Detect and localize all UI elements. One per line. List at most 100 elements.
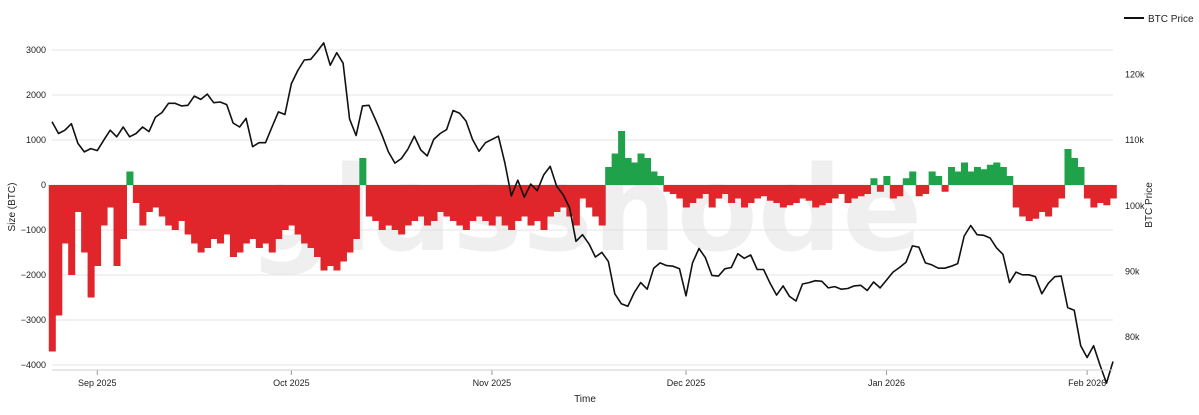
size-bar xyxy=(191,185,199,244)
size-bar xyxy=(294,185,302,235)
size-bar xyxy=(249,185,257,239)
size-bar xyxy=(385,185,393,226)
size-bar xyxy=(605,167,613,185)
size-bar xyxy=(469,185,477,221)
size-bar xyxy=(986,164,994,185)
size-bar xyxy=(831,185,839,199)
size-bar xyxy=(786,185,794,206)
right-axis: 80k 90k 100k 110k 120k xyxy=(1125,69,1145,342)
size-bar xyxy=(482,185,490,221)
size-bar xyxy=(825,185,833,203)
size-bar xyxy=(689,185,697,203)
size-bar xyxy=(572,185,580,226)
size-bar xyxy=(747,185,755,203)
size-bar xyxy=(365,185,373,217)
size-bar xyxy=(650,171,658,185)
x-tick-label: Feb 2026 xyxy=(1068,378,1106,388)
left-tick-label: 3000 xyxy=(26,45,46,55)
size-bar xyxy=(792,185,800,203)
size-bar xyxy=(1064,149,1072,185)
left-tick-label: −4000 xyxy=(21,360,46,370)
size-bar xyxy=(495,185,503,217)
size-bar xyxy=(818,185,826,206)
size-bar xyxy=(281,185,289,230)
size-bar xyxy=(171,185,179,230)
size-bar xyxy=(1006,176,1014,185)
size-bar xyxy=(967,171,975,185)
size-bar xyxy=(107,185,115,208)
size-bar xyxy=(443,185,451,217)
size-bar xyxy=(876,185,884,192)
size-bar xyxy=(702,185,710,194)
size-bar xyxy=(585,185,593,208)
size-bar xyxy=(863,185,871,194)
size-bar xyxy=(1109,185,1117,199)
size-bar xyxy=(1025,185,1033,221)
size-bar xyxy=(663,185,671,192)
size-bar xyxy=(119,185,127,239)
size-bar xyxy=(184,185,192,235)
size-bar xyxy=(391,185,399,230)
size-bar xyxy=(838,185,846,194)
size-bar xyxy=(527,185,535,226)
size-bar xyxy=(242,185,250,244)
size-bar xyxy=(462,185,470,230)
size-bar xyxy=(960,162,969,185)
size-bar xyxy=(436,185,444,212)
size-bar xyxy=(326,185,335,266)
size-bar xyxy=(973,167,981,185)
size-bar xyxy=(844,185,852,203)
size-bar xyxy=(760,185,768,197)
size-bar xyxy=(430,185,438,221)
size-bar xyxy=(993,162,1001,185)
size-bar xyxy=(398,185,406,235)
size-bar xyxy=(74,185,82,212)
size-bar xyxy=(1019,185,1027,217)
size-bar xyxy=(941,185,949,192)
size-bar xyxy=(68,185,76,275)
x-axis-title: Time xyxy=(574,394,596,405)
size-bar xyxy=(404,185,412,226)
left-tick-label: −3000 xyxy=(21,315,46,325)
size-bar xyxy=(449,185,457,221)
size-bar xyxy=(812,185,820,208)
size-bar xyxy=(857,185,865,197)
size-bar xyxy=(333,185,341,271)
left-axis: 3000 2000 1000 0 −1000 −2000 −3000 −4000 xyxy=(21,45,46,370)
size-bar xyxy=(715,185,723,199)
size-bar xyxy=(126,171,134,185)
size-bar xyxy=(533,185,542,221)
size-bar xyxy=(695,185,703,199)
bar-series xyxy=(48,131,1117,352)
size-bar xyxy=(339,185,347,262)
size-bar xyxy=(346,185,354,253)
size-bar xyxy=(1051,185,1059,208)
left-tick-label: 1000 xyxy=(26,135,46,145)
size-bar xyxy=(320,185,328,271)
size-bar xyxy=(902,178,910,185)
size-bar xyxy=(178,185,186,221)
legend[interactable]: BTC Price xyxy=(1124,14,1194,25)
size-bar xyxy=(301,185,309,244)
size-bar xyxy=(87,185,95,298)
size-bar xyxy=(773,185,781,203)
size-bar xyxy=(223,185,231,235)
size-bar xyxy=(708,185,716,208)
size-bar xyxy=(734,185,742,199)
size-bar xyxy=(139,185,147,226)
size-bar xyxy=(915,185,923,197)
size-bar xyxy=(540,185,548,230)
size-bar xyxy=(352,185,360,239)
size-bar xyxy=(643,158,652,185)
x-tick-label: Jan 2026 xyxy=(868,378,905,388)
size-bar xyxy=(779,185,787,208)
btc-price-line xyxy=(51,42,1114,384)
x-tick-label: Nov 2025 xyxy=(473,378,512,388)
size-bar xyxy=(805,185,813,201)
size-bar xyxy=(210,185,218,239)
right-tick-label: 100k xyxy=(1125,201,1145,211)
size-bar xyxy=(1070,158,1078,185)
size-bar xyxy=(1090,185,1098,208)
right-tick-label: 120k xyxy=(1125,69,1145,79)
right-tick-label: 80k xyxy=(1125,332,1140,342)
